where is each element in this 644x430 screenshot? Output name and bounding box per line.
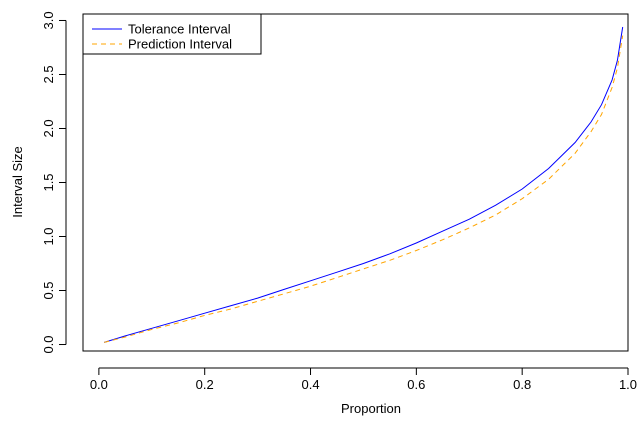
plot-frame xyxy=(83,14,628,351)
legend-label-prediction: Prediction Interval xyxy=(128,37,232,52)
y-tick-label: 2.0 xyxy=(41,119,56,137)
y-tick-label: 1.5 xyxy=(41,173,56,191)
x-tick-label: 0.0 xyxy=(90,377,108,392)
y-tick-label: 0.5 xyxy=(41,281,56,299)
tolerance-interval-line xyxy=(104,27,623,342)
x-tick-label: 1.0 xyxy=(619,377,637,392)
y-tick-label: 0.0 xyxy=(41,335,56,353)
x-tick-label: 0.2 xyxy=(196,377,214,392)
x-axis-label: Proportion xyxy=(341,401,401,416)
x-tick-label: 0.4 xyxy=(301,377,319,392)
y-axis-label: Interval Size xyxy=(10,146,25,218)
y-tick-label: 2.5 xyxy=(41,65,56,83)
x-tick-label: 0.8 xyxy=(513,377,531,392)
x-tick-label: 0.6 xyxy=(407,377,425,392)
y-axis: 0.0 0.5 1.0 1.5 2.0 2.5 3.0 xyxy=(41,11,66,353)
prediction-interval-line xyxy=(104,36,623,343)
y-tick-label: 3.0 xyxy=(41,11,56,29)
legend-label-tolerance: Tolerance Interval xyxy=(128,22,231,37)
series-layer xyxy=(104,27,623,342)
x-axis: 0.0 0.2 0.4 0.6 0.8 1.0 xyxy=(90,368,637,392)
y-tick-label: 1.0 xyxy=(41,227,56,245)
